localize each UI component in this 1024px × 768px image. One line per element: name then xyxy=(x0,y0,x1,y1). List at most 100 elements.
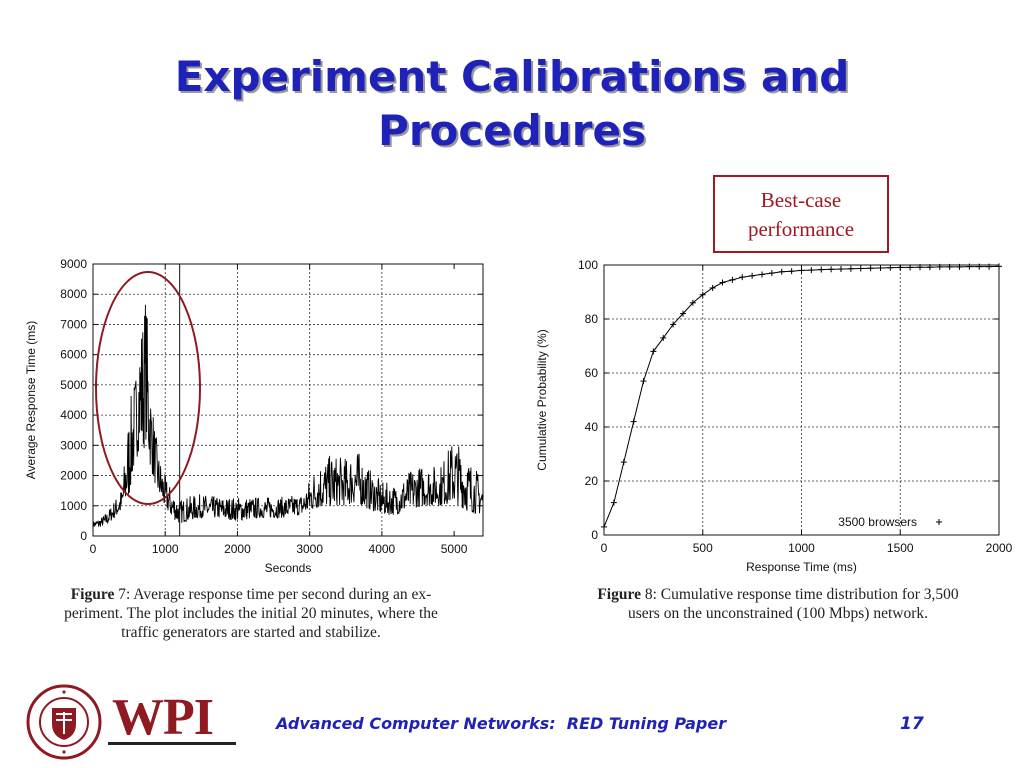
figure8-number: 8 xyxy=(640,586,653,603)
figure7-number: 7 xyxy=(114,586,126,603)
c1-xtick-label: 3000 xyxy=(296,542,323,556)
c2-data-point xyxy=(838,266,844,273)
c2-data-point xyxy=(670,321,677,328)
figure8-caption: Figure 8: Cumulative response time distr… xyxy=(540,585,1016,623)
c2-ytick-label: 40 xyxy=(585,420,599,434)
c2-data-point xyxy=(857,265,864,272)
c2-data-point xyxy=(818,266,825,273)
wpi-seal-icon xyxy=(26,684,102,760)
c1-xtick-label: 2000 xyxy=(224,542,251,556)
c2-data-point xyxy=(630,418,637,425)
figure8-line-2: users on the unconstrained (100 Mbps) ne… xyxy=(627,605,929,622)
c1-frame xyxy=(92,263,484,537)
c2-data-point xyxy=(917,264,923,271)
c1-xtick-label: 1000 xyxy=(152,542,179,556)
c2-data-point xyxy=(749,272,756,279)
c2-data-point xyxy=(788,268,795,275)
c2-data-point xyxy=(719,279,726,286)
c1-ytick-label: 1000 xyxy=(60,499,87,513)
c2-cdf-line xyxy=(603,265,1000,528)
c2-legend-label: 3500 browsers xyxy=(838,515,917,529)
c1-ytick-label: 8000 xyxy=(60,287,87,301)
title-line-1: Experiment Calibrations and xyxy=(174,52,850,101)
c2-data-point xyxy=(650,348,657,355)
c2-data-point xyxy=(946,263,953,270)
figure7-line-2: periment. The plot includes the initial … xyxy=(64,605,438,622)
logo-underline xyxy=(108,742,236,745)
c2-xtick-label: 0 xyxy=(601,541,608,555)
c2-xlabel: Response Time (ms) xyxy=(746,560,857,574)
c2-data-point xyxy=(709,284,716,291)
c2-xtick-label: 2000 xyxy=(986,541,1013,555)
figure7-line-3: traffic generators are started and stabi… xyxy=(121,624,381,641)
c2-xtick-label: 500 xyxy=(693,541,713,555)
c2-xtick-label: 1500 xyxy=(887,541,914,555)
figure7-lead: Figure xyxy=(70,586,115,603)
c2-data-point xyxy=(739,274,746,281)
callout-line-2: performance xyxy=(747,217,855,241)
c1-xtick-label: 4000 xyxy=(369,542,396,556)
c2-data-point xyxy=(798,267,805,274)
c2-data-point xyxy=(828,266,835,273)
c1-ytick-label: 7000 xyxy=(60,317,87,331)
c2-data-point xyxy=(808,267,815,274)
slide-title: Experiment Calibrations and Procedures xyxy=(0,50,1024,158)
c2-ytick-label: 80 xyxy=(585,312,599,326)
c1-ytick-label: 5000 xyxy=(60,378,87,392)
c2-data-point xyxy=(986,263,993,270)
footer-course-title: Advanced Computer Networks: RED Tuning P… xyxy=(276,714,727,733)
c2-data-point xyxy=(699,291,706,298)
c1-ytick-label: 3000 xyxy=(60,438,87,452)
c2-data-point xyxy=(680,310,686,317)
wpi-logo: WPI xyxy=(112,689,214,746)
c2-data-point xyxy=(976,263,983,270)
c2-data-point xyxy=(601,523,607,530)
c1-ytick-label: 0 xyxy=(80,529,87,543)
best-case-callout: Best-case performance xyxy=(713,175,889,253)
figure7-line-1: : Average response time per second durin… xyxy=(125,586,432,603)
c1-ytick-label: 4000 xyxy=(60,408,87,422)
c1-ytick-label: 2000 xyxy=(60,469,87,483)
figure8-line-1: : Cumulative response time distribution … xyxy=(652,586,959,603)
c2-data-point xyxy=(877,264,884,271)
c2-ytick-label: 0 xyxy=(591,528,598,542)
c2-data-point xyxy=(907,264,914,271)
c2-data-point xyxy=(689,299,696,306)
page-number: 17 xyxy=(900,714,924,734)
c2-ytick-label: 100 xyxy=(578,258,598,272)
c1-response-trace xyxy=(92,304,484,528)
c1-peak-ellipse xyxy=(95,271,201,505)
c2-data-point xyxy=(966,263,973,270)
c2-data-point xyxy=(867,265,874,272)
c2-data-point xyxy=(768,270,775,277)
c2-xtick-label: 1000 xyxy=(788,541,815,555)
c2-data-point xyxy=(610,499,617,506)
c1-ytick-label: 6000 xyxy=(60,348,87,362)
c2-frame xyxy=(603,264,1000,536)
c2-ytick-label: 20 xyxy=(585,474,599,488)
c2-data-point xyxy=(759,271,765,278)
c2-data-point xyxy=(640,378,647,385)
callout-line-1: Best-case xyxy=(760,188,842,212)
c1-xtick-label: 5000 xyxy=(441,542,468,556)
c2-data-point xyxy=(847,265,854,272)
c2-ylabel: Cumulative Probability (%) xyxy=(535,329,549,470)
c2-ytick-label: 60 xyxy=(585,366,599,380)
c2-data-point xyxy=(956,263,963,270)
figure8-lead: Figure xyxy=(597,586,641,603)
c1-ytick-label: 9000 xyxy=(60,257,87,271)
c2-data-point xyxy=(620,459,627,466)
c2-data-point xyxy=(926,264,933,271)
c2-data-point xyxy=(996,263,1002,270)
c2-data-point xyxy=(887,264,894,271)
c2-data-point xyxy=(936,263,943,270)
c2-data-point xyxy=(729,276,736,283)
c2-data-point xyxy=(778,268,785,275)
c1-xlabel: Seconds xyxy=(265,561,312,575)
figure7-caption: Figure 7: Average response time per seco… xyxy=(16,585,486,642)
c2-data-point xyxy=(660,334,667,341)
c1-ylabel: Average Response Time (ms) xyxy=(24,321,38,480)
c1-xtick-label: 0 xyxy=(90,542,97,556)
c2-data-point xyxy=(897,264,904,271)
title-line-2: Procedures xyxy=(378,106,646,155)
